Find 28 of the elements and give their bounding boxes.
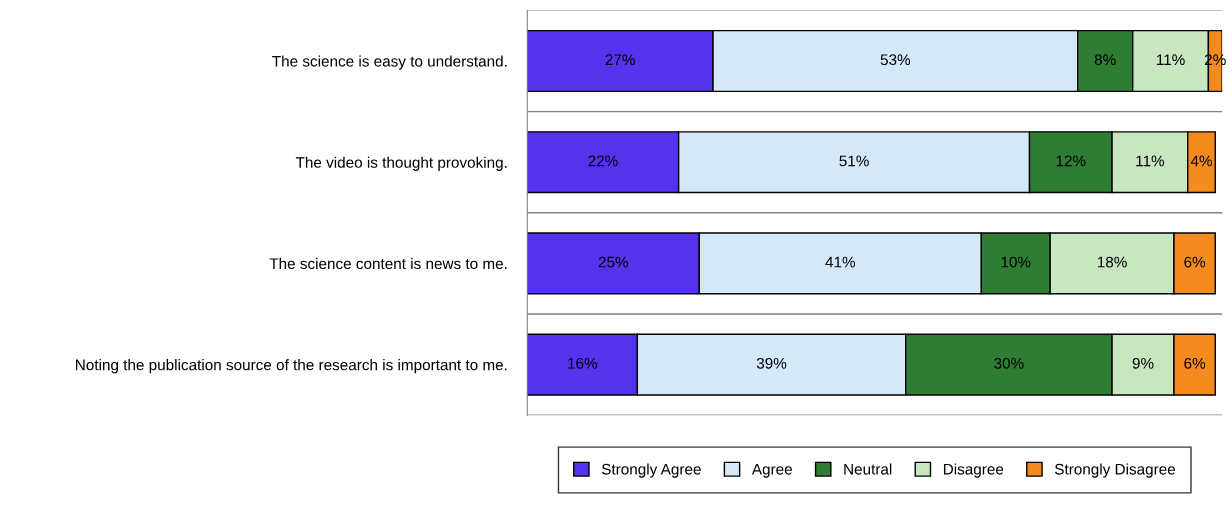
legend-label: Strongly Disagree — [1054, 463, 1176, 478]
data-label: 16% — [568, 357, 598, 369]
data-label: 25% — [598, 256, 629, 268]
legend-label: Strongly Agree — [601, 463, 701, 478]
data-label: 11% — [1156, 54, 1185, 66]
legend-label: Neutral — [844, 463, 892, 475]
data-label: 4% — [1190, 155, 1212, 167]
data-label: 30% — [994, 357, 1024, 369]
y-tick-label: Noting the publication source of the research is important to me. — [76, 359, 507, 374]
data-label: 9% — [1132, 357, 1154, 369]
legend-label: Disagree — [943, 463, 1004, 478]
y-tick-label: The video is thought provoking. — [295, 156, 507, 171]
data-label: 22% — [588, 155, 618, 167]
data-label: 10% — [1001, 256, 1031, 268]
data-label: 18% — [1097, 256, 1127, 268]
data-label: 51% — [839, 155, 869, 167]
legend-label: Agree — [751, 463, 792, 478]
data-label: 41% — [825, 256, 856, 268]
data-label: 6% — [1184, 256, 1206, 268]
data-label: 39% — [756, 357, 787, 369]
data-label: 12% — [1056, 155, 1086, 167]
y-tick-label: The science content is news to me. — [269, 257, 507, 270]
data-label: 27% — [605, 54, 635, 66]
y-tick-label: The science is easy to understand. — [272, 55, 507, 70]
data-label: 6% — [1184, 357, 1206, 369]
data-label: 53% — [880, 54, 911, 66]
data-label: 11% — [1136, 155, 1165, 167]
data-label: 8% — [1094, 54, 1116, 66]
